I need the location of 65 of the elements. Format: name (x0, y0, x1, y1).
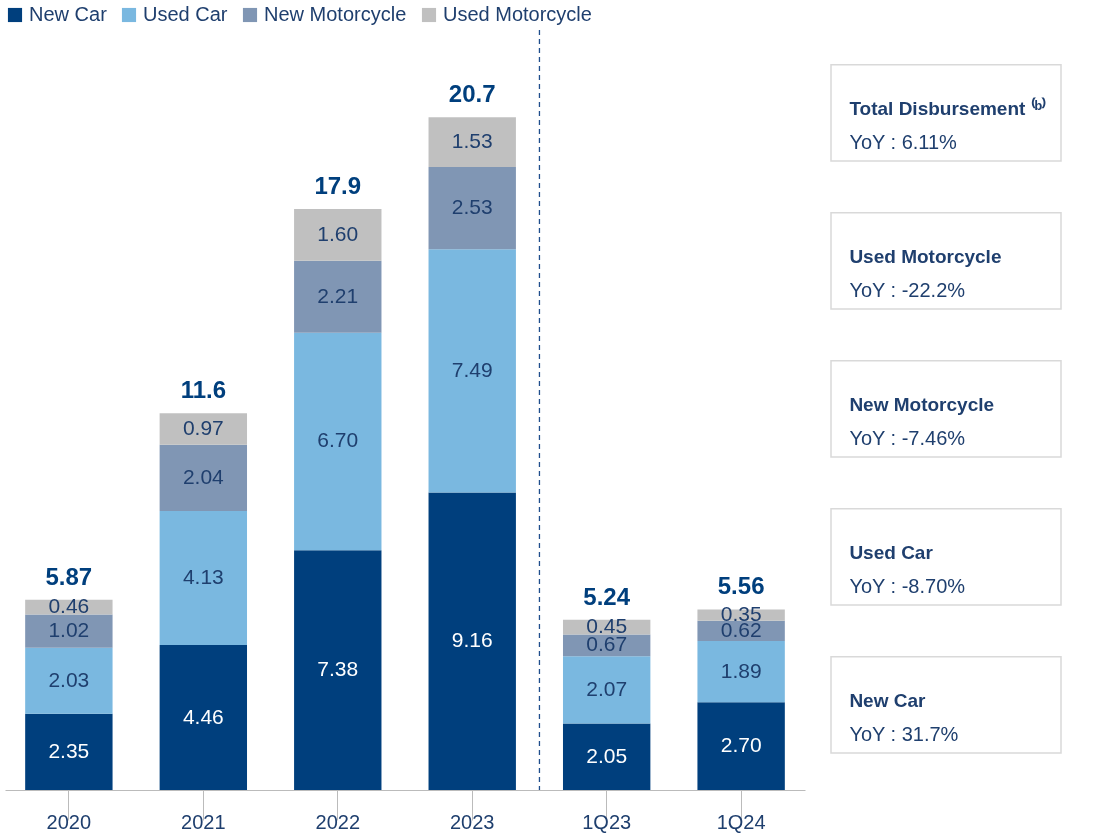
data-label: 0.97 (182, 415, 224, 439)
bar (294, 550, 382, 790)
bar (294, 260, 382, 333)
data-label: 9.16 (451, 628, 493, 652)
data-label: 2.07 (586, 676, 628, 700)
data-label: 2.03 (48, 667, 90, 691)
legend-label: New Motorcycle (264, 3, 407, 25)
total-label: 5.24 (583, 582, 631, 610)
text: Used Car (849, 542, 934, 564)
bar (159, 413, 248, 445)
data-label: 2.05 (586, 743, 628, 767)
bar (294, 208, 382, 261)
bar (697, 640, 785, 703)
data-label: 2.53 (451, 195, 493, 219)
bar (294, 332, 382, 551)
x-tick-label: 2021 (181, 810, 226, 833)
bar (428, 249, 516, 493)
bar (25, 647, 113, 714)
legend-label: Used Car (143, 3, 228, 25)
text: YoY : -7.46% (849, 426, 966, 449)
bar (25, 713, 113, 790)
x-tick-label: 2020 (46, 810, 92, 833)
bar (562, 656, 651, 724)
bar (159, 444, 248, 511)
text: YoY : -8.70% (849, 574, 966, 597)
bar (697, 702, 785, 790)
data-label: 6.70 (317, 428, 359, 452)
legend-label: New Car (29, 3, 108, 25)
bar (428, 166, 516, 250)
text: YoY : -22.2% (849, 278, 966, 301)
total-label: 20.7 (448, 80, 496, 108)
data-label: 7.49 (451, 357, 493, 381)
bar (25, 614, 113, 648)
bar (428, 492, 516, 790)
data-label: 1.02 (48, 618, 90, 642)
data-label: 2.70 (720, 733, 762, 757)
text: Used Motorcycle (849, 246, 1002, 268)
data-label: 2.04 (182, 464, 225, 488)
data-label: 7.38 (317, 657, 359, 681)
total-label: 5.87 (45, 562, 93, 590)
data-label: 2.35 (48, 738, 90, 762)
legend-label: Used Motorcycle (443, 3, 592, 25)
total-label: 5.56 (717, 572, 765, 600)
text: New Motorcycle (849, 394, 995, 416)
text: Total Disbursement ⁽ᵇ⁾ (849, 97, 1047, 120)
bar (159, 510, 248, 646)
text: YoY : 31.7% (849, 722, 959, 745)
total-label: 17.9 (314, 171, 362, 199)
x-tick-label: 1Q23 (582, 810, 632, 833)
total-label: 11.6 (180, 376, 227, 404)
text: YoY : 6.11% (849, 130, 958, 153)
bar (159, 645, 248, 790)
text: New Car (849, 690, 927, 712)
data-label: 4.13 (182, 565, 224, 589)
data-label: 1.60 (317, 221, 359, 245)
data-label: 0.46 (48, 594, 90, 618)
bar (428, 117, 516, 167)
data-label: 2.21 (317, 283, 359, 307)
data-label: 4.46 (182, 704, 224, 728)
data-label: 1.89 (720, 658, 762, 682)
data-label: 1.53 (451, 129, 493, 153)
x-tick-label: 2022 (315, 810, 361, 833)
x-tick-label: 1Q24 (716, 810, 766, 833)
x-tick-label: 2023 (449, 810, 495, 833)
bar (562, 723, 651, 790)
